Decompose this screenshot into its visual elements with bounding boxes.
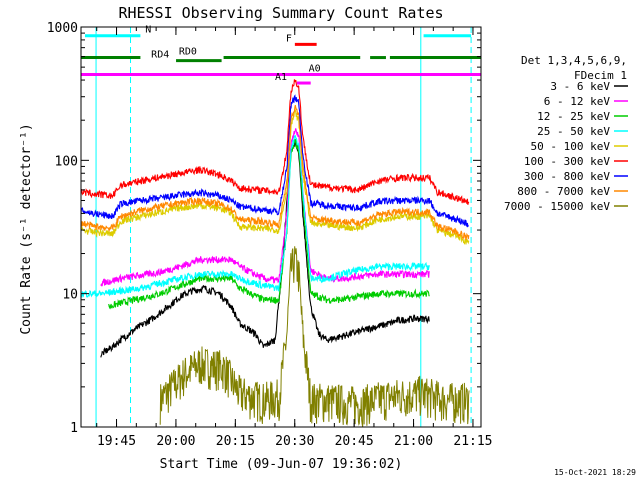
y-axis-label: Count Rate (s⁻¹ detector⁻¹)	[19, 123, 34, 334]
series-line-1	[100, 128, 430, 287]
x-tick-label-5: 21:00	[394, 434, 433, 449]
y-tick-label-1: 10	[62, 288, 78, 303]
series-line-0	[100, 140, 430, 358]
legend-label-8: 7000 - 15000 keV	[504, 200, 610, 213]
legend-label-6: 300 - 800 keV	[524, 170, 610, 183]
x-axis: 19:45 20:00 20:15 20:30 20:45 21:00 21:15	[96, 27, 493, 449]
plot-frame	[80, 26, 482, 428]
legend-label-3: 25 - 50 keV	[537, 125, 610, 138]
annotation-label-6: A1	[275, 72, 287, 83]
vertical-markers	[95, 27, 472, 427]
legend-label-2: 12 - 25 keV	[537, 110, 610, 123]
chart-title: RHESSI Observing Summary Count Rates	[118, 4, 443, 22]
legend-label-1: 6 - 12 keV	[544, 95, 611, 108]
y-axis: 1 10 100 1000	[47, 21, 481, 436]
legend-label-7: 800 - 7000 keV	[517, 185, 610, 198]
annotation-label-3: RD0	[179, 47, 197, 58]
legend-label-5: 100 - 300 keV	[524, 155, 610, 168]
annotation-label-4: RD4	[151, 50, 169, 61]
timestamp: 15-Oct-2021 18:29	[554, 468, 636, 477]
y-tick-label-0: 1	[70, 421, 78, 436]
x-tick-label-0: 19:45	[97, 434, 136, 449]
series-line-7	[80, 104, 470, 240]
legend: Det 1,3,4,5,6,9, FDecim 13 - 6 keV 6 - 12 …	[504, 54, 628, 213]
y-tick-label-3: 1000	[47, 21, 78, 36]
series-layer	[80, 79, 470, 428]
legend-label-0: 3 - 6 keV	[550, 80, 610, 93]
x-tick-label-2: 20:15	[216, 434, 255, 449]
annotation-label-2: F	[286, 33, 292, 44]
x-axis-label: Start Time (09-Jun-07 19:36:02)	[160, 457, 403, 472]
legend-header-1: FDecim 1	[574, 69, 627, 82]
x-tick-label-4: 20:45	[335, 434, 374, 449]
annotation-label-5: A0	[309, 64, 321, 75]
y-tick-label-2: 100	[55, 154, 78, 169]
series-line-2	[108, 138, 430, 310]
annotation-bars: N F RD0 RD4 A0 A1	[81, 25, 481, 85]
x-tick-label-3: 20:30	[275, 434, 314, 449]
legend-header-0: Det 1,3,4,5,6,9,	[521, 54, 627, 67]
series-line-3	[80, 135, 430, 298]
x-tick-label-1: 20:00	[156, 434, 195, 449]
series-line-6	[80, 94, 469, 228]
series-line-4	[80, 109, 470, 245]
legend-label-4: 50 - 100 keV	[531, 140, 611, 153]
x-tick-label-6: 21:15	[453, 434, 492, 449]
series-line-5	[80, 79, 470, 205]
series-line-8	[159, 246, 470, 428]
annotation-label-0: N	[145, 25, 151, 36]
